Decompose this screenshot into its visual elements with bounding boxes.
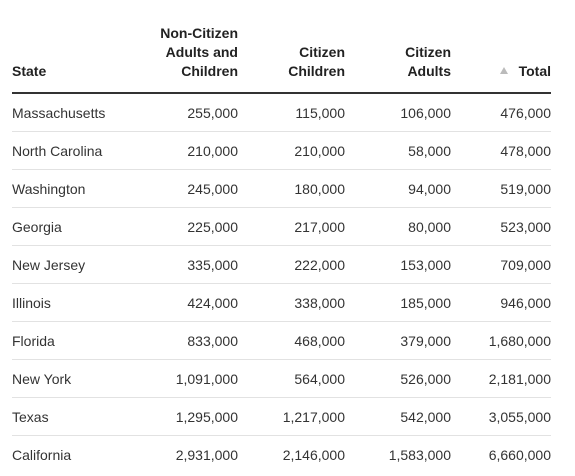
cell-noncitizen: 1,091,000 <box>132 359 238 398</box>
cell-noncitizen: 225,000 <box>132 207 238 246</box>
cell-state: Texas <box>12 397 132 436</box>
column-header-label: State <box>12 63 47 79</box>
cell-citizen-adults: 80,000 <box>345 207 451 246</box>
cell-noncitizen: 255,000 <box>132 93 238 132</box>
cell-citizen-adults: 185,000 <box>345 283 451 322</box>
cell-citizen-children: 115,000 <box>238 93 345 132</box>
cell-noncitizen: 210,000 <box>132 131 238 170</box>
cell-total: 1,680,000 <box>451 321 551 360</box>
cell-total: 2,181,000 <box>451 359 551 398</box>
column-header-label: Citizen <box>299 44 345 60</box>
column-header-label: Adults and <box>165 44 238 60</box>
table-body: Massachusetts 255,000 115,000 106,000 476,00… <box>12 93 551 473</box>
cell-citizen-adults: 94,000 <box>345 169 451 208</box>
table-row: Florida 833,000 468,000 379,000 1,680,000 <box>12 321 551 360</box>
column-header-citizen-children[interactable]: Citizen Children <box>238 0 345 94</box>
cell-noncitizen: 2,931,000 <box>175 446 238 463</box>
cell-total: 478,000 <box>451 131 551 170</box>
table-row: New Jersey 335,000 222,000 153,000 709,000 <box>12 245 551 284</box>
cell-citizen-children: 1,217,000 <box>238 397 345 436</box>
column-header-total-inner: Total <box>499 62 551 81</box>
column-header-state[interactable]: State <box>12 0 132 94</box>
cell-state: Florida <box>12 321 132 360</box>
table-row: Massachusetts 255,000 115,000 106,000 476,00… <box>12 93 551 132</box>
table-row: California 2,931,000 2,146,000 1,583,000 6,6… <box>12 436 551 474</box>
cell-total: 6,660,000 <box>488 446 551 463</box>
cell-citizen-adults: 58,000 <box>345 131 451 170</box>
cell-noncitizen: 424,000 <box>132 283 238 322</box>
data-table-container: State Non-Citizen Adults and Children Ci… <box>12 0 551 473</box>
table-row: Georgia 225,000 217,000 80,000 523,000 <box>12 207 551 246</box>
column-header-label: Non-Citizen <box>160 25 238 41</box>
table-row: North Carolina 210,000 210,000 58,000 478,00… <box>12 131 551 170</box>
cell-state: California <box>12 446 72 463</box>
header-row: State Non-Citizen Adults and Children Ci… <box>12 0 551 94</box>
table-row: New York 1,091,000 564,000 526,000 2,181,000 <box>12 359 551 398</box>
column-header-noncitizen[interactable]: Non-Citizen Adults and Children <box>132 0 238 94</box>
cell-total: 519,000 <box>451 169 551 208</box>
cell-noncitizen: 833,000 <box>132 321 238 360</box>
cell-noncitizen: 335,000 <box>132 245 238 284</box>
cell-citizen-adults: 542,000 <box>345 397 451 436</box>
cell-citizen-children: 338,000 <box>238 283 345 322</box>
column-header-label: Adults <box>407 63 451 79</box>
cell-total: 523,000 <box>451 207 551 246</box>
table-row: Texas 1,295,000 1,217,000 542,000 3,055,000 <box>12 397 551 436</box>
column-header-citizen-adults[interactable]: Citizen Adults <box>345 0 451 94</box>
cell-citizen-children: 222,000 <box>238 245 345 284</box>
column-header-label: Total <box>518 63 551 79</box>
column-header-label: Children <box>181 63 238 79</box>
cell-citizen-children: 217,000 <box>238 207 345 246</box>
cell-state: Illinois <box>12 283 132 322</box>
cell-noncitizen: 1,295,000 <box>132 397 238 436</box>
table-row: Illinois 424,000 338,000 185,000 946,000 <box>12 283 551 322</box>
cell-state: North Carolina <box>12 131 132 170</box>
cell-state: Georgia <box>12 207 132 246</box>
cell-citizen-children: 2,146,000 <box>282 446 345 463</box>
cell-noncitizen: 245,000 <box>132 169 238 208</box>
cell-total: 946,000 <box>451 283 551 322</box>
cell-state: Massachusetts <box>12 93 132 132</box>
cell-citizen-adults: 526,000 <box>345 359 451 398</box>
cell-total: 709,000 <box>451 245 551 284</box>
column-header-label: Citizen <box>405 44 451 60</box>
cell-state: New Jersey <box>12 245 132 284</box>
cell-citizen-adults: 153,000 <box>345 245 451 284</box>
sort-ascending-icon[interactable] <box>499 67 508 74</box>
cell-citizen-adults: 106,000 <box>345 93 451 132</box>
cell-citizen-adults: 379,000 <box>345 321 451 360</box>
cell-citizen-children: 468,000 <box>238 321 345 360</box>
column-header-label: Children <box>288 63 345 79</box>
cell-citizen-adults: 1,583,000 <box>388 446 451 463</box>
cell-citizen-children: 180,000 <box>238 169 345 208</box>
cell-citizen-children: 564,000 <box>238 359 345 398</box>
cell-state: Washington <box>12 169 132 208</box>
cell-citizen-children: 210,000 <box>238 131 345 170</box>
table-header: State Non-Citizen Adults and Children Ci… <box>12 0 551 94</box>
column-header-total[interactable]: Total <box>451 0 551 94</box>
cell-state: New York <box>12 359 132 398</box>
cell-total: 476,000 <box>451 93 551 132</box>
data-table: State Non-Citizen Adults and Children Ci… <box>12 0 551 473</box>
table-row: Washington 245,000 180,000 94,000 519,000 <box>12 169 551 208</box>
cell-total: 3,055,000 <box>451 397 551 436</box>
